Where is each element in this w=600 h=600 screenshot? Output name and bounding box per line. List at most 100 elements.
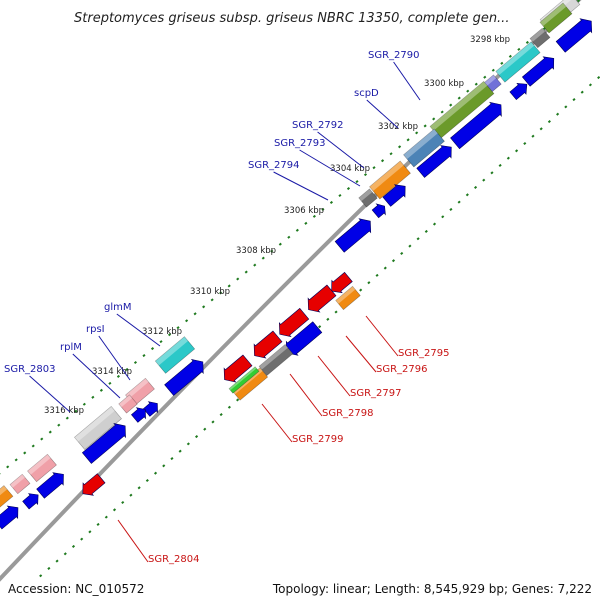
tick-dot (185, 319, 189, 323)
tick-dot (14, 458, 18, 462)
leader-line (345, 335, 377, 373)
reverse-label: SGR_2798 (322, 408, 374, 419)
cds-arrow (143, 401, 158, 417)
tick-dot (203, 427, 207, 431)
tick-dot (219, 413, 223, 417)
leader-line (72, 353, 121, 399)
tick-dot (440, 110, 444, 114)
tick-dot (491, 68, 495, 72)
tick-dot (321, 207, 325, 211)
tick-dot (391, 259, 396, 263)
tick-dot (367, 281, 371, 285)
forward-label: SGR_2794 (248, 160, 300, 171)
tick-dot (383, 266, 387, 270)
leader-line (299, 149, 361, 187)
tick-dot (506, 156, 510, 160)
tick-dot (334, 310, 338, 314)
tick-dot (116, 374, 120, 378)
tick-label: 3308 kbp (236, 246, 276, 256)
leader-line (117, 519, 149, 563)
tick-dot (121, 500, 125, 505)
reverse-label: SGR_2799 (292, 434, 344, 445)
leader-line (273, 171, 329, 201)
gene-box (0, 485, 14, 511)
gene-box (403, 128, 445, 168)
tick-dot (424, 229, 428, 233)
tick-dot (47, 566, 51, 570)
tick-dot (539, 127, 543, 131)
leader-line (317, 355, 351, 397)
reverse-gene (82, 473, 106, 496)
tick-dot (40, 437, 44, 441)
tick-dot (236, 398, 240, 402)
reverse-gene (258, 344, 294, 376)
leader-line (29, 375, 71, 413)
tick-dot (380, 159, 385, 163)
gene-box (529, 27, 551, 49)
cds-arrow (36, 472, 64, 499)
tick-dot (63, 552, 67, 556)
tick-label: 3316 kbp (44, 406, 84, 416)
tick-dot (482, 178, 486, 182)
tick-dot (406, 138, 410, 142)
cds-arrow (371, 203, 386, 219)
tick-dot (355, 180, 359, 184)
tick-dot (108, 381, 112, 385)
tick-dot (523, 141, 527, 146)
tick-dot (211, 420, 215, 424)
tick-dot (129, 493, 133, 497)
forward-label: rpsI (86, 324, 105, 335)
tick-label: 3312 kbp (142, 327, 182, 337)
tick-dot (564, 105, 568, 109)
reverse-label: SGR_2796 (376, 364, 428, 375)
leader-line (366, 99, 399, 129)
forward-labels: SGR_2790 scpD SGR_2792 SGR_2793 SGR_2794 glmM… (4, 50, 421, 413)
tick-dot (23, 451, 27, 455)
tick-dot (202, 305, 206, 309)
cds-arrow (555, 18, 593, 53)
tick-dot (65, 416, 69, 420)
gene-box (9, 473, 31, 495)
tick-dot (112, 508, 117, 512)
tick-dot (597, 76, 600, 80)
tick-label: 3306 kbp (284, 206, 324, 216)
gene-box (74, 406, 122, 450)
tick-dot (133, 360, 138, 365)
tick-dot (170, 456, 174, 461)
forward-label: SGR_2803 (4, 364, 56, 375)
map-title: Streptomyces griseus subsp. griseus NBRC… (74, 11, 509, 26)
tick-dot (219, 291, 223, 295)
tick-dot (82, 402, 86, 406)
tick-label: 3314 kbp (92, 367, 132, 377)
tick-dot (99, 388, 103, 392)
reverse-gene (223, 354, 253, 383)
tick-dot (57, 423, 61, 427)
tick-dot (500, 61, 504, 65)
topology-text: Topology: linear; Length: 8,545,929 bp; … (272, 582, 592, 596)
reverse-gene (278, 307, 310, 338)
tick-dot (531, 134, 535, 138)
tick-dot (449, 207, 453, 211)
tick-dot (159, 340, 163, 344)
reverse-gene (307, 284, 337, 313)
gene-box (154, 336, 196, 374)
tick-dot (104, 515, 108, 519)
reverse-label: SGR_2797 (350, 388, 402, 399)
tick-dot (547, 119, 551, 124)
tick-dot (142, 353, 146, 358)
tick-dot (137, 486, 141, 490)
tick-dot (588, 83, 592, 87)
tick-dot (457, 200, 461, 204)
tick-dot (483, 75, 487, 79)
gene-box (369, 160, 411, 200)
tick-dot (304, 221, 308, 225)
tick-dot (312, 214, 316, 218)
tick-dot (278, 242, 282, 246)
tick-dot (508, 54, 512, 58)
tick-label: 3300 kbp (424, 79, 464, 89)
tick-dot (162, 464, 166, 468)
forward-label: SGR_2793 (274, 138, 326, 149)
tick-dot (236, 277, 240, 281)
tick-dots-inner (39, 76, 600, 578)
forward-label: SGR_2790 (368, 50, 420, 61)
